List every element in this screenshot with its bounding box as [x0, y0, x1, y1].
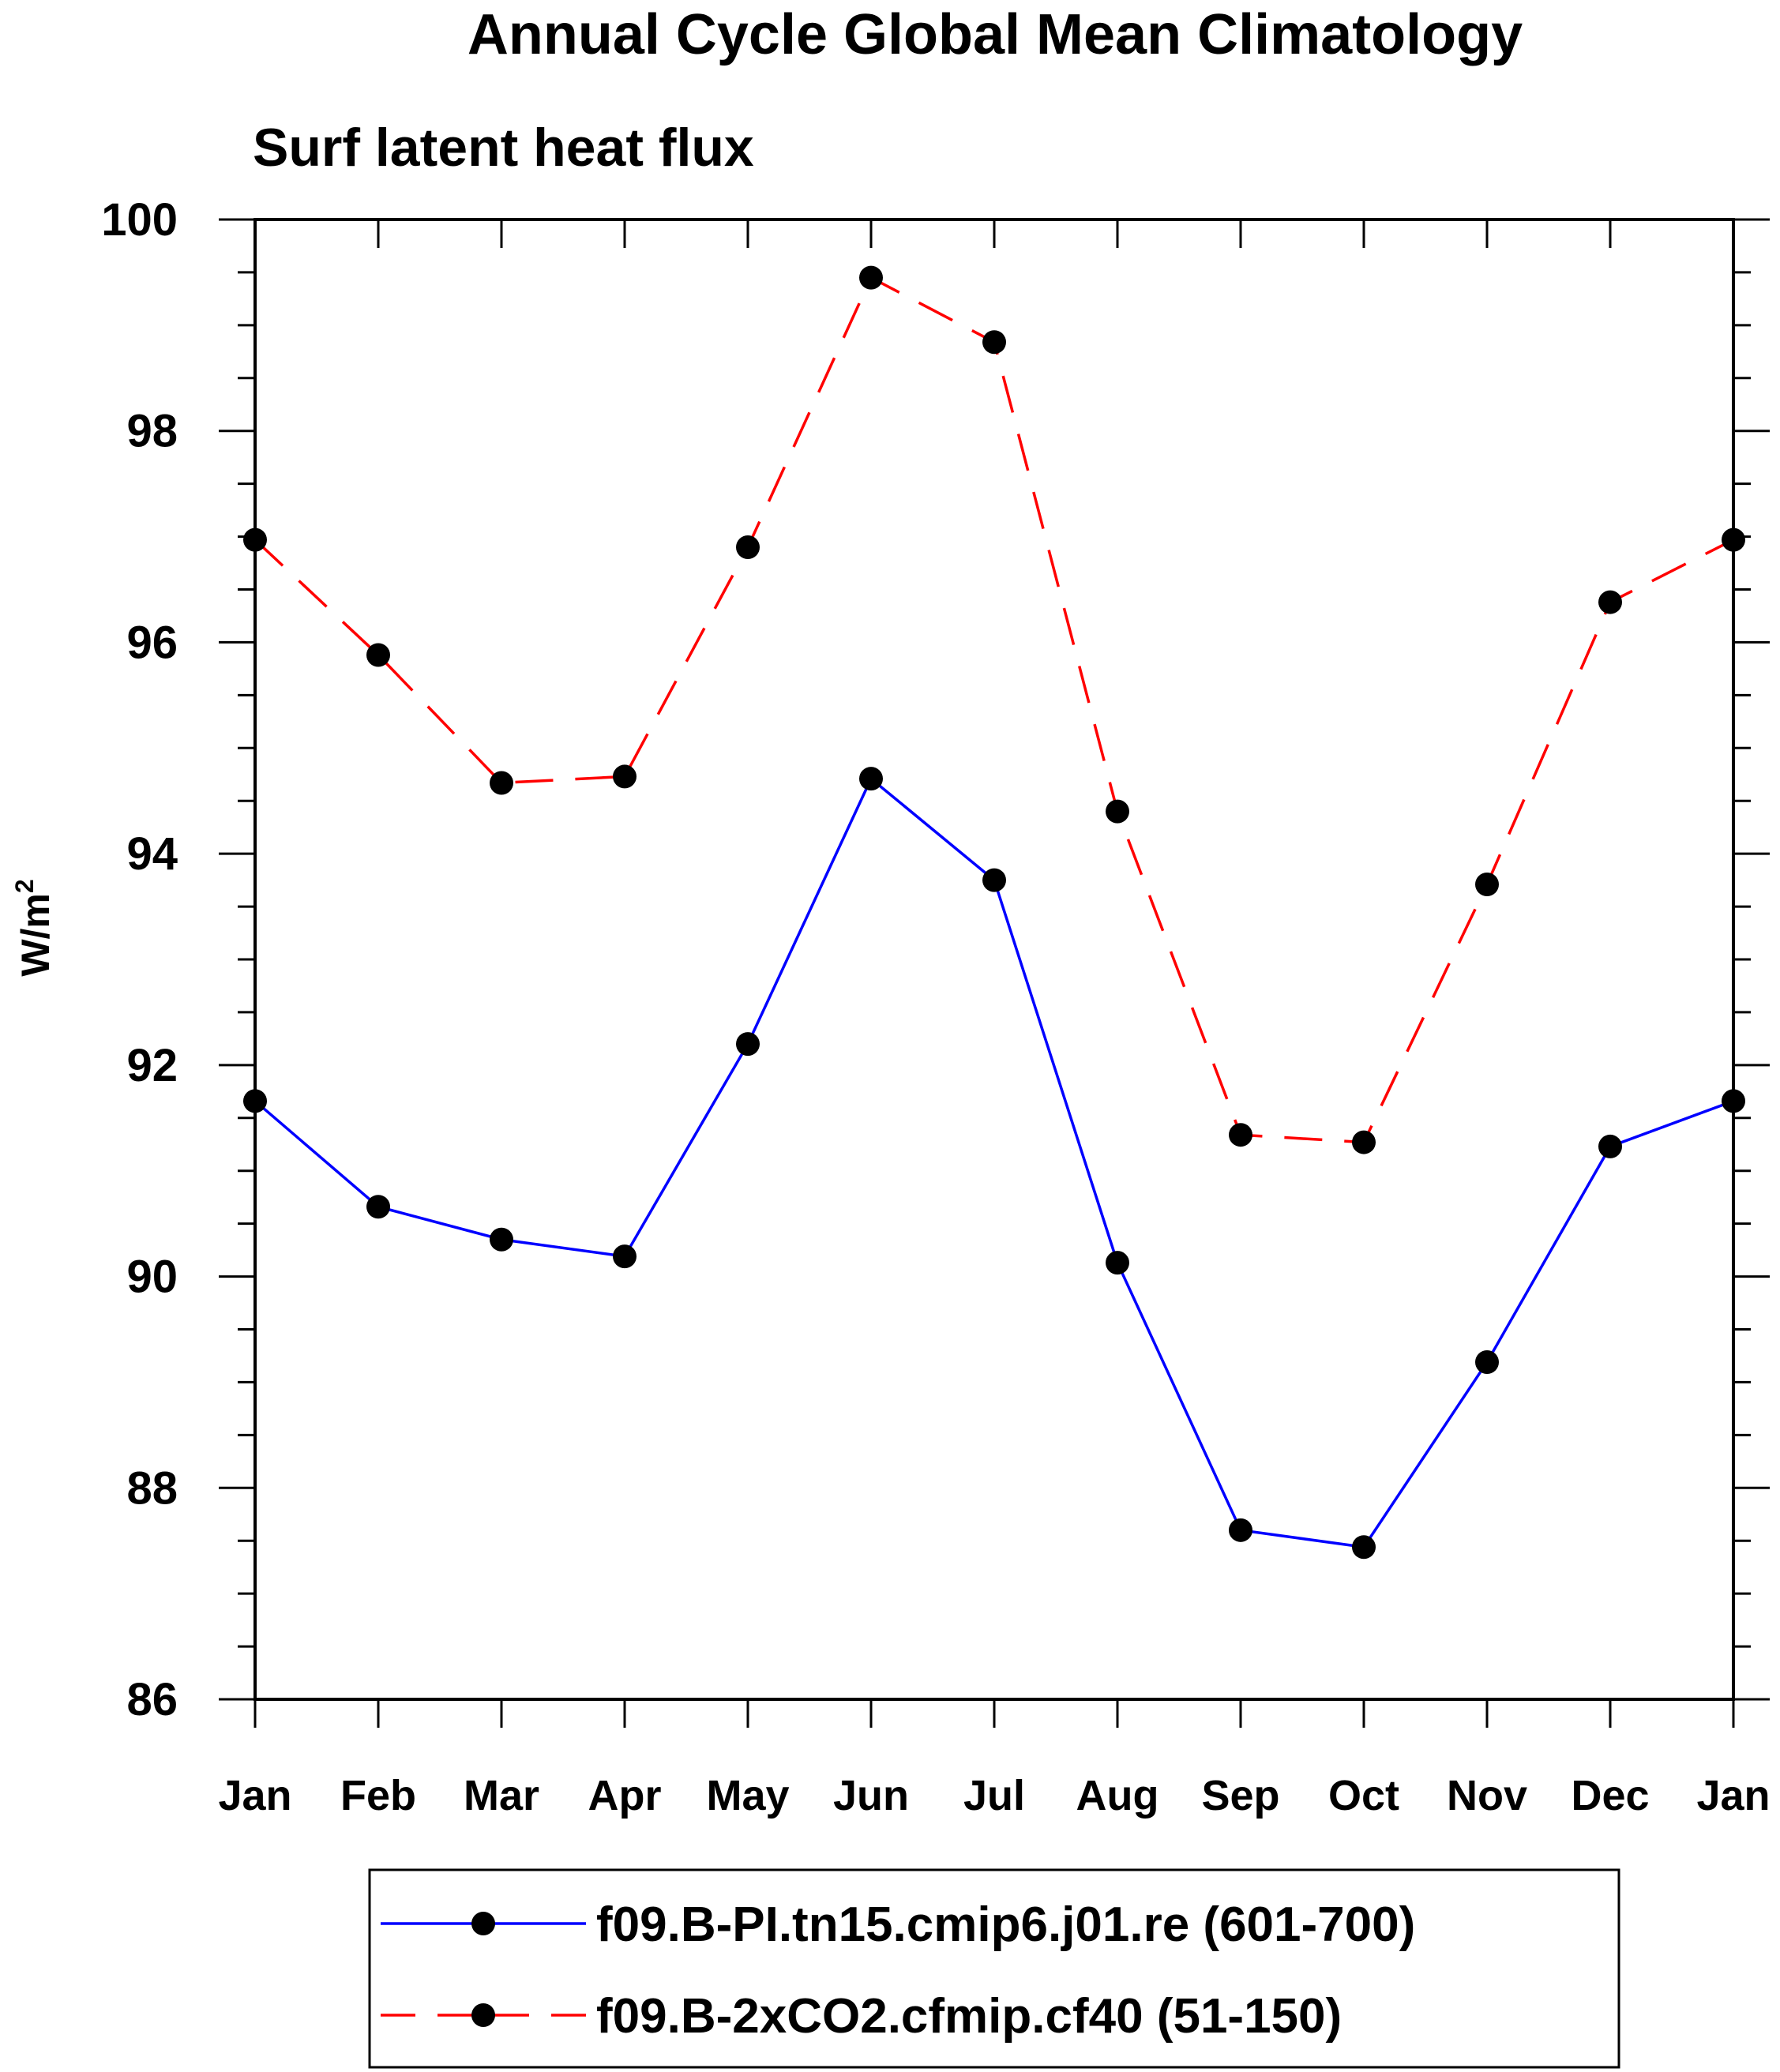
- x-tick-label: Aug: [1076, 1772, 1159, 1819]
- data-point: [613, 764, 637, 789]
- x-tick-label: May: [706, 1772, 789, 1819]
- y-axis-label: W/m2: [10, 879, 58, 976]
- x-tick-label: Jan: [1696, 1772, 1770, 1819]
- plot-frame: [253, 218, 1735, 1701]
- data-point: [366, 643, 390, 667]
- data-point: [490, 771, 513, 795]
- y-tick-label: 100: [101, 194, 178, 246]
- x-tick-label: Sep: [1201, 1772, 1279, 1819]
- data-point: [1598, 590, 1622, 614]
- legend-label-1: f09.B-PI.tn15.cmip6.j01.re (601-700): [596, 1897, 1415, 1952]
- series-lines: [253, 276, 1734, 1549]
- legend-box: [368, 1868, 1620, 2069]
- y-tick-label: 88: [126, 1462, 178, 1514]
- data-point: [366, 1195, 390, 1219]
- data-point: [1229, 1518, 1252, 1542]
- x-tick-label: Jun: [833, 1772, 909, 1819]
- x-tick-label: Mar: [464, 1772, 539, 1819]
- data-point: [859, 767, 883, 791]
- y-tick-label: 96: [126, 617, 178, 668]
- series-line-2: [253, 276, 1734, 1144]
- data-point: [1352, 1130, 1376, 1154]
- x-tick-label: Jul: [963, 1772, 1025, 1819]
- data-point: [243, 1089, 267, 1113]
- y-tick-label: 92: [126, 1040, 178, 1091]
- y-tick-label: 94: [126, 828, 178, 880]
- y-tick-labels: 86 88 90 92 94 96 98 100: [101, 194, 178, 1725]
- data-point: [1475, 1349, 1499, 1374]
- legend: f09.B-PI.tn15.cmip6.j01.re (601-700) f09.…: [381, 1897, 1415, 2044]
- data-point: [243, 527, 267, 552]
- data-point: [613, 1244, 637, 1269]
- legend-marker-1: [471, 1912, 495, 1935]
- data-point: [736, 1032, 760, 1057]
- y-tick-label: 90: [126, 1252, 178, 1303]
- x-tick-labels: Jan Feb Mar Apr May Jun Jul Aug Sep Oct Nov Dec Jan: [218, 1772, 1770, 1819]
- chart-title: Annual Cycle Global Mean Climatology: [468, 3, 1523, 66]
- legend-marker-2: [471, 2003, 495, 2027]
- svg-text:W/m2: W/m2: [10, 879, 58, 976]
- data-point: [1229, 1123, 1252, 1147]
- x-tick-label: Dec: [1571, 1772, 1649, 1819]
- data-point: [490, 1227, 513, 1252]
- axis-ticks: [219, 218, 1770, 1728]
- data-point: [859, 265, 883, 290]
- data-point: [1722, 1089, 1745, 1113]
- x-tick-label: Nov: [1447, 1772, 1527, 1819]
- y-tick-label: 98: [126, 406, 178, 457]
- data-point: [1475, 872, 1499, 896]
- series-line-1: [253, 776, 1734, 1549]
- data-point: [736, 535, 760, 559]
- data-point: [1722, 527, 1745, 552]
- y-tick-label: 86: [126, 1674, 178, 1725]
- series-markers: [243, 265, 1745, 1560]
- data-point: [982, 868, 1006, 892]
- data-point: [1352, 1535, 1376, 1560]
- data-point: [1598, 1134, 1622, 1158]
- x-tick-label: Jan: [218, 1772, 291, 1819]
- x-tick-label: Feb: [340, 1772, 416, 1819]
- y-axis-label-superscript: 2: [10, 879, 39, 893]
- data-point: [1106, 1251, 1129, 1275]
- chart-subtitle: Surf latent heat flux: [253, 118, 754, 178]
- data-point: [1106, 799, 1129, 824]
- y-axis-label-base: W/m: [13, 893, 58, 977]
- legend-label-2: f09.B-2xCO2.cfmip.cf40 (51-150): [596, 1989, 1342, 2044]
- x-tick-label: Apr: [588, 1772, 662, 1819]
- x-tick-label: Oct: [1328, 1772, 1399, 1819]
- data-point: [982, 330, 1006, 355]
